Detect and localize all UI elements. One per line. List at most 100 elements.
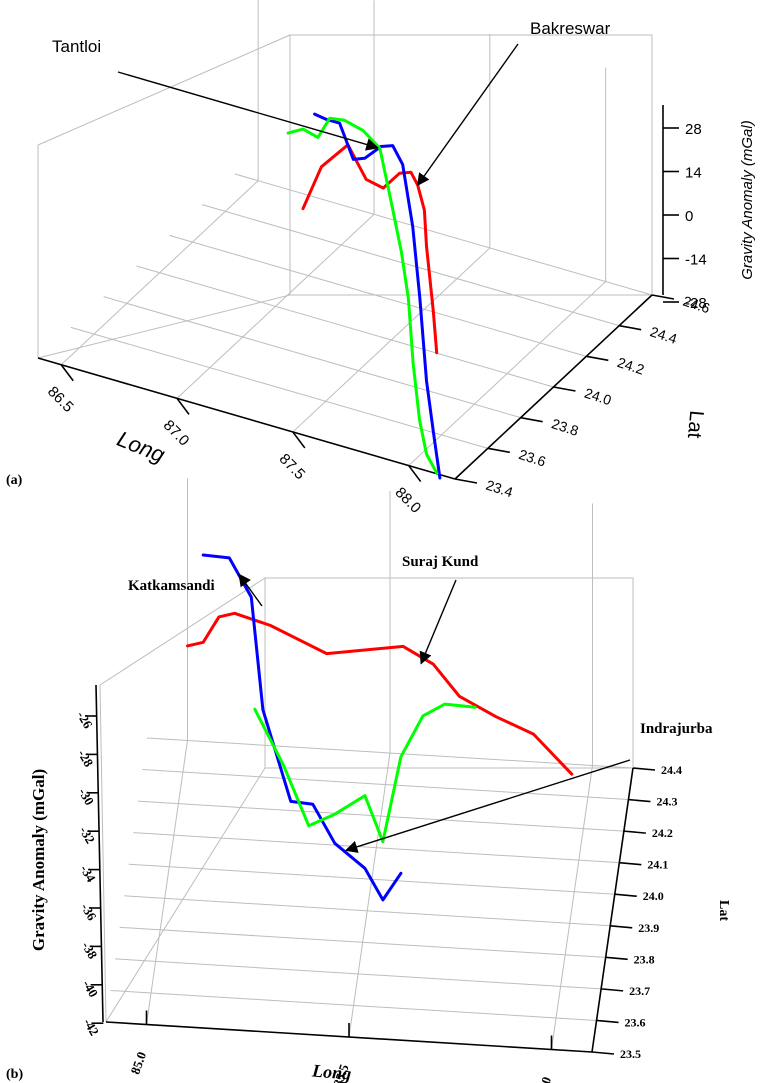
panel-b-z-tick-label: -30 — [76, 785, 98, 808]
panel-b-floor-gridline-y — [115, 958, 602, 990]
panel-b-y-tick — [601, 988, 624, 992]
panel-b-y-tick — [628, 798, 651, 803]
panel-a-floor-gridline-y — [234, 173, 653, 296]
panel-b-y-tick-label: 24.3 — [656, 795, 677, 809]
panel-b-z-tick-label: -36 — [78, 900, 100, 923]
panel-b-series-line-1 — [186, 611, 574, 776]
panel-a-y-tick — [586, 355, 609, 362]
panel-b-grid — [99, 577, 634, 1053]
panel-a-y-tick — [651, 294, 675, 300]
panel-a-floor-gridline-y — [136, 265, 554, 388]
panel-b-annotation-label: Suraj Kund — [402, 554, 479, 570]
panel-b-label: (b) — [6, 1067, 23, 1082]
panel-b-chart: 85.0 85.5 86.0 24.4 24.3 24.2 24.1 24.0 23.9 23.8… — [6, 478, 731, 1083]
panel-a-y-tick — [454, 478, 478, 484]
panel-b-z-tick-label: -40 — [80, 977, 102, 1000]
panel-b-y-tick-label: 24.1 — [647, 858, 668, 872]
panel-a-y-tick-label: 23.4 — [484, 477, 515, 501]
panel-b-y-tick — [623, 830, 646, 834]
panel-b-floor-gridline-x — [146, 740, 188, 1025]
panel-a-series-line-1 — [301, 143, 439, 355]
panel-a-y-tick — [487, 447, 510, 454]
panel-a-gridlines — [37, 0, 653, 480]
panel-b-x-tick-label: 86.0 — [532, 1075, 554, 1083]
panel-b-y-tick — [605, 956, 628, 961]
panel-b-series-line-2 — [201, 553, 403, 902]
panel-b-floor-gridline-x — [551, 765, 593, 1050]
panel-a-series-line-2 — [313, 112, 442, 480]
panel-a-grid — [37, 34, 653, 480]
panel-b-floor-gridline-y — [110, 989, 597, 1021]
panel-a-x-tick — [292, 431, 306, 449]
panel-b-z-tick-label: -38 — [79, 939, 101, 962]
panel-b-floor-gridline-y — [133, 832, 620, 864]
panel-b-z-axis-label: Gravity Anomaly (mGal) — [29, 769, 48, 951]
panel-b-y-tick-label: 23.6 — [625, 1015, 646, 1029]
panel-a-y-tick — [619, 324, 642, 331]
panel-a-x-tick-label: 88.0 — [392, 484, 425, 517]
panel-b-y-tick — [596, 1019, 619, 1024]
panel-b-y-tick-label: 24.4 — [661, 763, 682, 777]
panel-b-series-line-3 — [253, 702, 477, 844]
panel-b-y-tick-label: 23.8 — [634, 952, 655, 966]
panel-b-floor-gridline-y — [124, 895, 611, 927]
panel-a-floor-gridline-y — [70, 326, 488, 449]
panel-b-y-tick-label: 23.9 — [638, 921, 659, 935]
panel-b-annotation-label: Indrajurba — [640, 721, 713, 737]
panel-a-y-tick-label: 24.2 — [615, 354, 646, 378]
panel-a-z-axis-label: Gravity Anomaly (mGal) — [739, 120, 756, 279]
panel-b-y-tick — [619, 861, 642, 866]
panel-a-z-tick-label: 14 — [685, 165, 702, 182]
panel-b-y-tick-label: 23.5 — [620, 1047, 641, 1061]
panel-a-z-tick-label: -28 — [685, 295, 707, 312]
panel-b-z-tick-label: -28 — [75, 747, 97, 770]
panel-a-x-tick-label: 86.5 — [44, 383, 77, 416]
panel-a-series-line-3 — [286, 116, 439, 475]
panel-a-z-tick-label: 0 — [685, 208, 693, 225]
panel-a-z-tick-label: 28 — [685, 121, 702, 138]
panel-b-x-tick-label: 85.5 — [330, 1062, 352, 1083]
panel-b-z-tick-label: -34 — [77, 862, 99, 885]
panel-a-y-tick-label: 24.4 — [648, 323, 679, 347]
panel-a-chart: 86.587.087.588.0 23.423.623.824.024.224.4… — [6, 0, 756, 517]
panel-a-annotation-arrow — [416, 43, 519, 187]
panel-b-y-tick — [610, 924, 633, 929]
panel-b-annotations: Katkamsandi Suraj Kund Indrajurba — [128, 554, 713, 853]
panel-a-x-tick — [408, 465, 422, 483]
panel-b-floor-gridline-y — [119, 926, 606, 958]
panel-a-y-tick — [520, 416, 543, 423]
panel-a-y-tick-label: 23.8 — [550, 415, 581, 439]
panel-b-y-tick-label: 23.7 — [629, 984, 650, 998]
panel-a-x-tick — [176, 397, 190, 415]
panel-a-label: (a) — [6, 473, 23, 488]
panel-a-z-tick-label: -14 — [685, 252, 707, 269]
panel-b-y-tick-label: 24.0 — [643, 889, 664, 903]
panel-a-annotation-label: Tantloi — [52, 37, 101, 56]
panel-b-annotation-label: Katkamsandi — [128, 578, 215, 594]
panel-b-z-tick-label: -32 — [76, 824, 98, 847]
panel-a-annotation-label: Bakreswar — [530, 19, 611, 38]
panel-b-x-axis-label: Long — [310, 1060, 352, 1083]
panel-a-y-tick — [553, 386, 576, 392]
panel-b-y-tick — [632, 767, 656, 771]
panel-b-y-tick-label: 24.2 — [652, 826, 673, 840]
panel-a-x-axis-label: Long — [114, 426, 169, 468]
panel-a-x-tick — [60, 364, 74, 382]
panel-b-floor-gridline-y — [137, 800, 624, 832]
panel-a-floor-gridline-y — [202, 204, 620, 327]
panel-a-y-tick-label: 23.6 — [517, 446, 548, 470]
panel-b-z-tick-label: -26 — [74, 708, 96, 731]
panel-b-annotation-arrow — [344, 759, 631, 853]
panel-b-y-axis-label: Lat — [716, 900, 731, 921]
panel-b-y-tick — [614, 893, 637, 898]
panel-b-gridlines — [105, 478, 634, 1053]
panel-b-z-tick-label: -42 — [80, 1016, 102, 1039]
panel-b-floor-gridline-y — [142, 769, 629, 801]
panel-b-annotation-arrow — [238, 573, 263, 607]
panel-a-annotation-arrow — [117, 71, 379, 151]
panel-a-y-axis-label: Lat — [683, 410, 707, 440]
panel-b-x-tick-label: 85.0 — [127, 1050, 149, 1077]
panel-a-floor-gridline-y — [103, 296, 521, 419]
panel-a-annotations: Tantloi Bakreswar — [52, 19, 611, 187]
